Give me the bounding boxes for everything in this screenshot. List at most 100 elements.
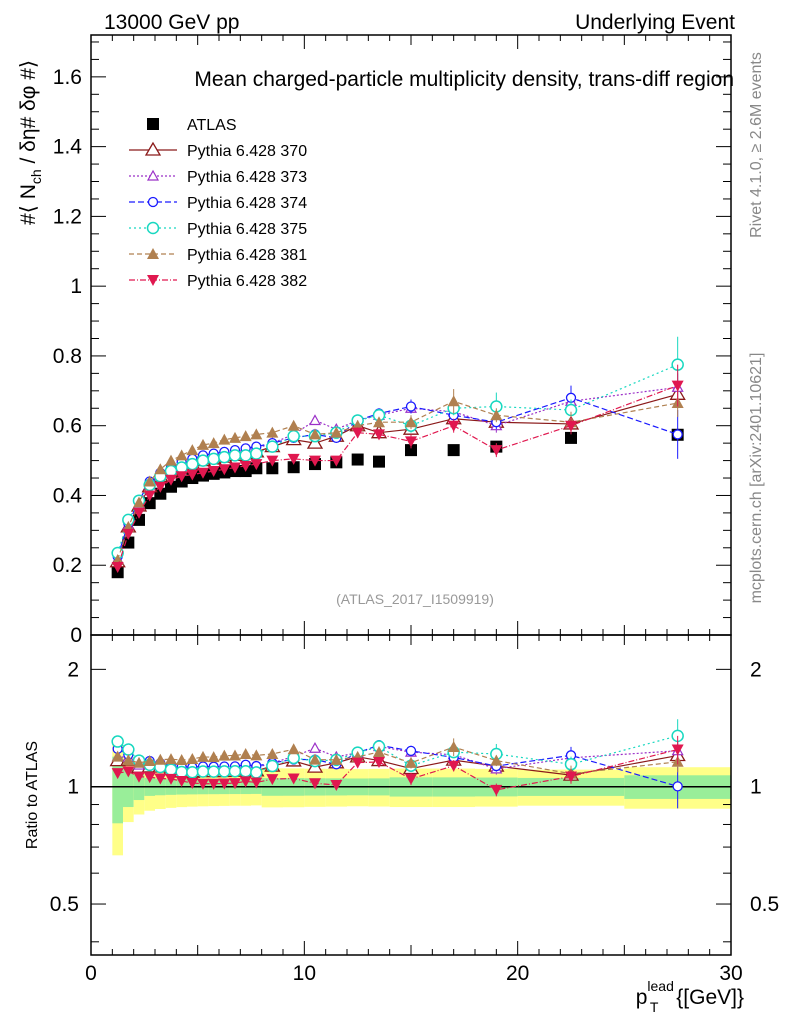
atlas-point bbox=[565, 431, 577, 444]
series-point bbox=[186, 457, 199, 471]
ratio-point bbox=[122, 766, 135, 778]
series-point bbox=[229, 431, 241, 443]
ratio-band-inner bbox=[112, 756, 123, 824]
series-point bbox=[266, 455, 279, 467]
ratio-point bbox=[186, 766, 199, 779]
analysis-label: (ATLAS_2017_I1509919) bbox=[336, 591, 494, 607]
x-axis-label-rest: {[GeV]} bbox=[670, 986, 744, 1009]
series-point bbox=[186, 444, 199, 456]
ratio-point bbox=[490, 784, 503, 796]
ratio-point bbox=[207, 751, 220, 763]
ratio-point bbox=[266, 747, 279, 759]
ratio-tick-label-right: 2 bbox=[750, 658, 762, 681]
ratio-point bbox=[154, 773, 167, 785]
y-tick-label: 0.4 bbox=[53, 484, 83, 507]
ratio-point bbox=[218, 778, 231, 790]
series-point bbox=[111, 561, 124, 573]
series-point bbox=[175, 449, 188, 461]
chart-title: Mean charged-particle multiplicity densi… bbox=[194, 68, 734, 91]
series-point bbox=[373, 429, 385, 441]
ratio-point bbox=[373, 757, 385, 769]
series-point bbox=[154, 481, 167, 493]
ratio-point bbox=[373, 746, 385, 758]
series-point bbox=[308, 414, 322, 426]
ratio-point bbox=[143, 772, 156, 784]
series-point bbox=[266, 426, 279, 438]
series-point bbox=[207, 466, 220, 478]
ratio-point bbox=[143, 754, 156, 766]
legend-label: ATLAS bbox=[187, 117, 237, 134]
series-point bbox=[250, 459, 263, 471]
atlas-point bbox=[287, 461, 300, 474]
ratio-point bbox=[671, 744, 684, 756]
atlas-point bbox=[405, 444, 417, 457]
series-point bbox=[197, 438, 209, 450]
series-point bbox=[250, 428, 263, 440]
ratio-point bbox=[154, 753, 167, 765]
x-tick-label: 0 bbox=[85, 962, 97, 985]
legend: ATLAS Pythia 6.428 370 Pythia 6.428 373 Pyt… bbox=[129, 117, 307, 290]
x-axis-label-sub: T bbox=[650, 999, 659, 1015]
ratio-point bbox=[250, 749, 263, 761]
series-point bbox=[309, 428, 321, 440]
series-point bbox=[405, 416, 417, 428]
ratio-point bbox=[405, 756, 417, 768]
y-tick-label: 0.8 bbox=[53, 345, 82, 368]
x-axis-label-p: p bbox=[636, 986, 648, 1009]
atlas-point bbox=[165, 480, 177, 493]
ratio-tick-label-right: 0.5 bbox=[750, 893, 779, 916]
series-point bbox=[175, 471, 188, 483]
series-point bbox=[133, 507, 145, 519]
series-point bbox=[250, 447, 263, 460]
header-left: 13000 GeV pp bbox=[104, 11, 239, 34]
ratio-tick-label-left: 2 bbox=[67, 658, 79, 681]
series-point bbox=[330, 426, 343, 438]
ratio-point bbox=[287, 743, 300, 755]
series-point bbox=[565, 420, 577, 432]
legend-marker bbox=[144, 141, 162, 156]
series-point bbox=[143, 475, 156, 487]
atlas-point bbox=[373, 455, 385, 468]
ratio-point bbox=[133, 771, 145, 783]
y-tick-label: 1.6 bbox=[53, 66, 82, 89]
legend-marker bbox=[147, 248, 159, 259]
ratio-point bbox=[309, 778, 321, 790]
legend-label: Pythia 6.428 382 bbox=[187, 273, 307, 290]
x-axis-label: plead T {[GeV]} bbox=[636, 978, 744, 1015]
series-point bbox=[309, 455, 321, 467]
ratio-point bbox=[175, 754, 188, 766]
ratio-point bbox=[122, 743, 135, 756]
series-point bbox=[154, 463, 167, 475]
atlas-point bbox=[447, 444, 460, 457]
series-point bbox=[447, 395, 460, 407]
legend-label: Pythia 6.428 375 bbox=[187, 221, 307, 238]
rivet-side-label: Rivet 4.1.0, ≥ 2.6M events bbox=[748, 52, 765, 238]
ratio-point bbox=[207, 765, 220, 778]
header-right: Underlying Event bbox=[575, 11, 735, 34]
y-tick-label: 1.2 bbox=[53, 205, 82, 228]
ratio-point bbox=[197, 778, 209, 790]
ratio-point bbox=[250, 766, 263, 779]
series-point bbox=[207, 437, 220, 449]
ratio-point bbox=[165, 773, 177, 785]
y-tick-label: 0 bbox=[70, 624, 82, 647]
ratio-point bbox=[175, 776, 188, 788]
series-point bbox=[165, 454, 177, 466]
ratio-point bbox=[197, 750, 209, 762]
series-point bbox=[447, 420, 460, 432]
atlas-point bbox=[154, 487, 167, 500]
series-point bbox=[351, 427, 364, 439]
legend-marker bbox=[147, 196, 159, 208]
y-tick-label: 0.2 bbox=[53, 554, 82, 577]
ratio-point bbox=[330, 753, 343, 765]
series-point bbox=[373, 416, 385, 428]
ratio-tick-label-left: 1 bbox=[67, 776, 79, 799]
ratio-point bbox=[447, 760, 460, 772]
mcplots-side-label: mcplots.cern.ch [arXiv:2401.10621] bbox=[748, 353, 765, 604]
y-axis-label-sub: ch bbox=[28, 169, 44, 184]
ratio-point bbox=[196, 765, 210, 778]
ratio-point bbox=[165, 753, 177, 765]
ratio-point bbox=[175, 765, 188, 779]
atlas-point bbox=[122, 536, 135, 549]
